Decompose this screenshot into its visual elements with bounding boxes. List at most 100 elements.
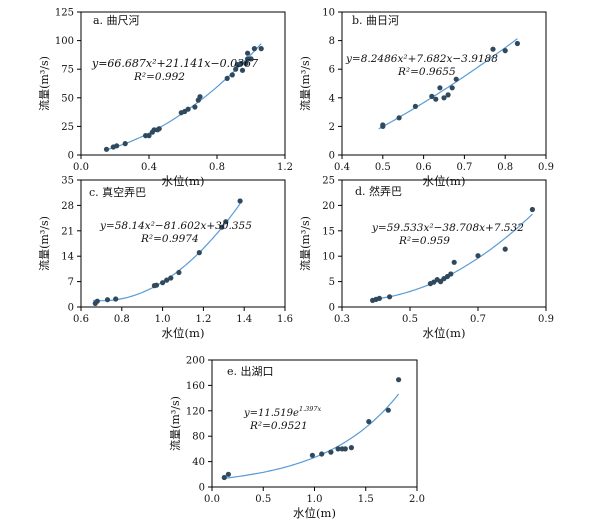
- r-squared: R²=0.992: [133, 71, 185, 83]
- chart-panel: 0.6 0.8 1.0 1.2 1.4 1.6 0 7 14 21 28 35 水位(m) 流量(m³/s…: [37, 176, 293, 341]
- y-tick-label: 100: [55, 36, 74, 47]
- y-tick-label: 28: [61, 201, 74, 212]
- y-tick-label: 0: [329, 303, 335, 314]
- x-tick-label: 0.5: [375, 162, 391, 173]
- x-tick-label: 1.0: [155, 314, 171, 325]
- x-tick-label: 1.2: [195, 314, 211, 325]
- y-axis-label: 流量(m³/s): [37, 56, 51, 111]
- x-tick-label: 0.7: [456, 162, 472, 173]
- chart-panel: 0.3 0.5 0.7 0.9 0 5 10 15 20 25 水位(m) 流量(m³/s) d. 然弄…: [298, 176, 554, 341]
- data-point: [248, 56, 254, 62]
- x-tick-label: 0.0: [73, 162, 89, 173]
- data-point: [153, 282, 160, 288]
- data-point: [219, 224, 225, 230]
- data-point: [348, 445, 354, 451]
- y-axis-label: 流量(m³/s): [168, 396, 182, 451]
- x-tick-label: 1.6: [277, 314, 293, 325]
- data-point: [453, 76, 459, 82]
- data-point: [164, 277, 170, 283]
- fit-equation: y=11.519e1.397x: [243, 405, 322, 419]
- y-tick-label: 50: [61, 93, 74, 104]
- y-tick-label: 10: [322, 252, 335, 263]
- data-point: [233, 66, 239, 72]
- data-point: [445, 92, 451, 98]
- data-point: [342, 446, 348, 452]
- data-point: [514, 40, 521, 47]
- data-point: [385, 407, 391, 413]
- data-point: [192, 104, 198, 110]
- data-point: [475, 253, 481, 259]
- y-tick-label: 4: [329, 93, 335, 104]
- r-squared: R²=0.9655: [397, 66, 456, 78]
- data-point: [529, 206, 536, 213]
- data-point: [396, 115, 402, 121]
- x-tick-label: 0.3: [334, 314, 350, 325]
- data-point: [335, 446, 341, 452]
- x-tick-label: 0.9: [538, 162, 554, 173]
- y-tick-label: 25: [61, 122, 74, 133]
- data-point: [387, 294, 393, 300]
- r-squared: R²=0.9521: [249, 420, 308, 432]
- y-tick-label: 75: [61, 65, 74, 76]
- y-tick-label: 20: [322, 201, 335, 212]
- y-tick-label: 14: [61, 252, 74, 263]
- data-point: [490, 46, 496, 52]
- y-tick-label: 25: [322, 176, 335, 187]
- data-point: [225, 471, 231, 477]
- y-tick-label: 80: [192, 432, 205, 443]
- chart-panel: 0.4 0.5 0.6 0.7 0.8 0.9 0 2 4 6 8 10 水位(m) 流量(m³/s) b.…: [298, 8, 554, 189]
- data-point: [229, 72, 235, 78]
- x-tick-label: 1.5: [358, 494, 374, 505]
- x-tick-label: 1.2: [277, 162, 293, 173]
- trend-line: [93, 203, 241, 302]
- data-point: [197, 94, 203, 100]
- data-point: [223, 219, 229, 225]
- data-point: [104, 297, 111, 303]
- y-tick-label: 200: [186, 356, 205, 367]
- y-tick-label: 6: [329, 65, 335, 76]
- fit-equation: y=66.687x²+21.141x−0.0367: [91, 57, 258, 70]
- data-point: [437, 85, 443, 91]
- trend-line: [222, 393, 400, 480]
- chart-panel: 0.0 0.4 0.8 1.2 0 25 50 75 100 125 水位(m) 流量(m³/s) a.…: [37, 8, 293, 189]
- x-tick-label: 0.5: [402, 314, 418, 325]
- plot-frame: [80, 11, 286, 156]
- x-tick-label: 1.0: [307, 494, 323, 505]
- y-tick-label: 15: [322, 226, 335, 237]
- x-tick-label: 2.0: [409, 494, 425, 505]
- data-point: [185, 106, 191, 112]
- panel-title: b. 曲日河: [352, 14, 399, 27]
- data-point: [196, 250, 202, 256]
- y-axis-label: 流量(m³/s): [298, 56, 312, 111]
- x-tick-label: 0.6: [416, 162, 432, 173]
- y-tick-label: 5: [329, 277, 335, 288]
- panel-title: d. 然弄巴: [355, 184, 402, 198]
- data-point: [238, 60, 244, 67]
- data-point: [221, 474, 227, 481]
- x-axis-label: 水位(m): [423, 326, 466, 340]
- data-point: [412, 103, 418, 109]
- x-tick-label: 0.4: [141, 162, 157, 173]
- panel-title: e. 出湖口: [227, 364, 274, 378]
- y-axis-label: 流量(m³/s): [298, 216, 312, 271]
- x-tick-label: 0.6: [73, 314, 89, 325]
- data-point: [429, 93, 435, 99]
- r-squared: R²=0.959: [398, 235, 450, 247]
- data-point: [502, 48, 508, 54]
- x-axis-label: 水位(m): [162, 326, 205, 340]
- trend-line: [378, 38, 518, 130]
- x-tick-label: 0.8: [114, 314, 130, 325]
- data-point: [366, 419, 372, 425]
- y-tick-label: 0: [68, 303, 74, 314]
- y-tick-label: 0: [68, 151, 74, 162]
- fit-equation: y=8.2486x²+7.682x−3.9188: [345, 53, 498, 65]
- data-point: [243, 60, 249, 67]
- data-point: [309, 452, 315, 458]
- y-tick-label: 125: [55, 8, 74, 19]
- panel-title: c. 真空弄巴: [89, 185, 146, 199]
- data-point: [448, 271, 454, 277]
- y-tick-label: 40: [192, 457, 205, 468]
- x-axis-label: 水位(m): [293, 506, 336, 520]
- data-point: [160, 280, 166, 286]
